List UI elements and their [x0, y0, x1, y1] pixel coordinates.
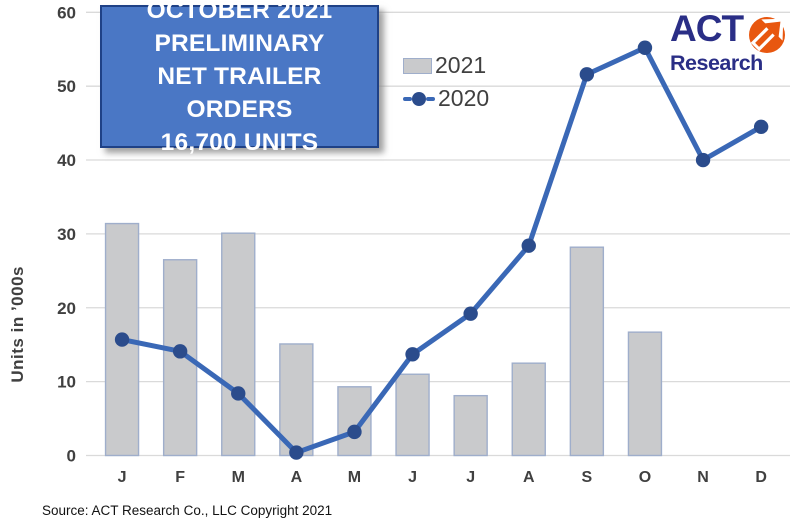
- marker-2020-12: [753, 119, 769, 134]
- x-tick-label-8: A: [523, 469, 535, 486]
- x-tick-label-7: J: [466, 469, 475, 486]
- y-tick-label-20: 20: [57, 299, 76, 318]
- logo-act-text: ACT: [670, 8, 744, 49]
- bar-swatch-icon: [403, 57, 432, 74]
- bar-2021-M5: [337, 386, 372, 457]
- y-tick-label-50: 50: [57, 77, 76, 96]
- marker-2020-10: [637, 40, 653, 55]
- legend-item-2020: 2020: [403, 82, 489, 115]
- x-tick-label-9: S: [582, 469, 593, 486]
- chart-title-box: OCTOBER 2021 PRELIMINARY NET TRAILER ORD…: [100, 0, 379, 156]
- legend-item-2021: 2021: [403, 49, 489, 82]
- marker-2020-6: [405, 347, 420, 362]
- title-line-3: NET TRAILER ORDERS: [157, 63, 322, 123]
- x-tick-label-10: O: [639, 469, 651, 486]
- legend: 2021 2020: [403, 49, 489, 115]
- marker-2020-2: [172, 344, 188, 359]
- title-line-2: PRELIMINARY: [154, 30, 325, 57]
- x-tick-label-3: M: [232, 469, 245, 486]
- marker-2020-3: [231, 386, 246, 401]
- marker-2020-8: [521, 238, 536, 253]
- y-tick-label-40: 40: [57, 151, 76, 170]
- marker-2020-7: [463, 306, 478, 321]
- marker-2020-1: [114, 332, 130, 347]
- bar-2021-J7: [453, 394, 488, 457]
- y-tick-label-0: 0: [67, 447, 76, 466]
- line-marker-icon: [403, 91, 435, 107]
- legend-label-2021: 2021: [435, 52, 487, 78]
- marker-2020-5: [347, 424, 362, 440]
- marker-2020-11: [695, 152, 711, 168]
- x-tick-label-2: F: [175, 469, 185, 486]
- x-tick-label-12: D: [755, 469, 767, 486]
- x-tick-label-11: N: [697, 469, 709, 486]
- y-axis-title: Units in ’000s: [8, 266, 27, 383]
- bar-2021-J6: [395, 373, 430, 457]
- bar-2021-A8: [511, 362, 546, 457]
- x-tick-label-1: J: [118, 469, 127, 486]
- x-tick-label-4: A: [291, 469, 303, 486]
- y-tick-label-10: 10: [57, 373, 76, 392]
- marker-2020-9: [579, 67, 595, 82]
- source-attribution: Source: ACT Research Co., LLC Copyright …: [42, 503, 333, 518]
- title-line-4: 16,700 UNITS: [160, 129, 319, 156]
- arrow-circle-icon: [749, 17, 786, 53]
- act-research-logo: ACT Research: [670, 8, 798, 75]
- logo-research-text: Research: [670, 51, 763, 75]
- legend-label-2020: 2020: [438, 85, 490, 111]
- title-line-1: OCTOBER 2021: [146, 0, 333, 24]
- y-tick-label-60: 60: [57, 3, 76, 22]
- x-tick-label-5: M: [348, 469, 361, 486]
- bar-2021-M3: [221, 232, 256, 457]
- x-tick-label-6: J: [408, 469, 417, 486]
- y-tick-label-30: 30: [57, 225, 76, 244]
- bar-2021-S9: [569, 246, 605, 457]
- marker-2020-4: [289, 445, 304, 460]
- bar-2021-O10: [627, 331, 663, 457]
- line-2020: [119, 45, 764, 456]
